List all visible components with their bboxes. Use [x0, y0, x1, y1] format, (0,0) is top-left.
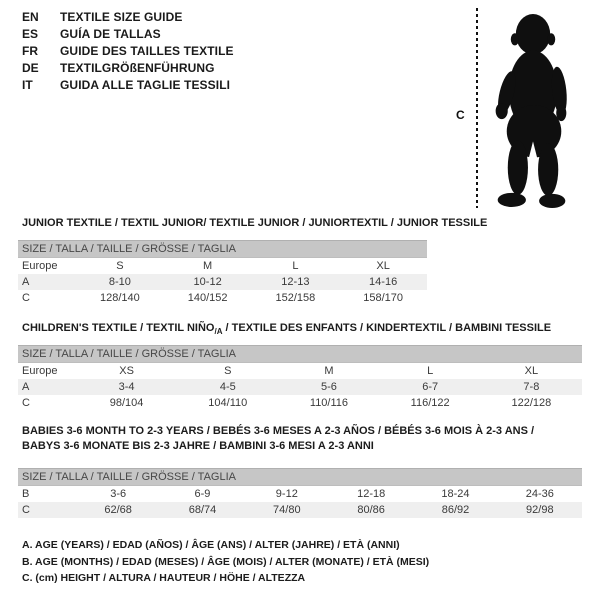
size-cell: 5-6: [278, 379, 380, 395]
table-row: C 128/140 140/152 152/158 158/170: [18, 290, 427, 306]
legend-notes: A. AGE (YEARS) / EDAD (AÑOS) / ÂGE (ANS)…: [22, 537, 429, 587]
language-title: TEXTILGRÖßENFÜHRUNG: [60, 61, 215, 75]
size-header-cell: SIZE / TALLA / TAILLE / GRÖSSE / TAGLIA: [18, 240, 427, 258]
row-label: C: [22, 292, 30, 304]
size-cell: 68/74: [160, 502, 245, 518]
size-cell: M: [203, 260, 213, 272]
height-measure-figure: C: [450, 6, 595, 212]
language-code: IT: [22, 78, 33, 92]
size-cell: 9-12: [275, 488, 298, 500]
size-cell: 3-4: [76, 379, 178, 395]
size-cell: 14-16: [339, 274, 427, 290]
baby-silhouette-icon: [495, 14, 567, 208]
size-cell: 18-24: [441, 488, 470, 500]
size-cell: 140/152: [187, 292, 228, 304]
note-height-cm: C. (cm) HEIGHT / ALTURA / HAUTEUR / HÖHE…: [22, 572, 306, 584]
size-cell: 98/104: [109, 397, 144, 409]
size-header-cell: SIZE / TALLA / TAILLE / GRÖSSE / TAGLIA: [18, 468, 582, 486]
size-cell: M: [324, 365, 334, 377]
size-cell: 6-7: [379, 379, 481, 395]
size-cell: 3-6: [110, 488, 127, 500]
children-heading-post: / TEXTILE DES ENFANTS / KINDERTEXTIL / B…: [222, 322, 552, 334]
height-measure-label: C: [456, 108, 465, 122]
language-title: TEXTILE SIZE GUIDE: [60, 10, 183, 24]
babies-size-table: SIZE / TALLA / TAILLE / GRÖSSE / TAGLIA …: [18, 468, 582, 518]
language-row-de: DE TEXTILGRÖßENFÜHRUNG: [22, 60, 234, 77]
size-header-cell: SIZE / TALLA / TAILLE / GRÖSSE / TAGLIA: [18, 345, 582, 363]
language-code: EN: [22, 10, 39, 24]
language-title: GUÍA DE TALLAS: [60, 27, 161, 41]
row-label: A: [18, 274, 76, 290]
language-code: FR: [22, 44, 38, 58]
size-cell: 24-36: [525, 488, 554, 500]
row-label: A: [18, 379, 76, 395]
language-row-es: ES GUÍA DE TALLAS: [22, 26, 234, 43]
language-title: GUIDA ALLE TAGLIE TESSILI: [60, 78, 231, 92]
babies-heading-line2: BABYS 3-6 MONATE BIS 2-3 JAHRE / BAMBINI…: [22, 440, 374, 452]
size-cell: S: [116, 260, 124, 272]
size-cell: XL: [376, 260, 390, 272]
junior-size-table: SIZE / TALLA / TAILLE / GRÖSSE / TAGLIA …: [18, 240, 427, 306]
size-cell: 116/122: [410, 397, 450, 409]
table-row: C 62/68 68/74 74/80 80/86 86/92 92/98: [18, 502, 582, 518]
size-cell: XL: [524, 365, 539, 377]
size-cell: 62/68: [76, 502, 161, 518]
table-row: C 98/104 104/110 110/116 116/122 122/128: [18, 395, 582, 411]
size-cell: 158/170: [363, 292, 403, 304]
table-row: A 8-10 10-12 12-13 14-16: [18, 274, 427, 290]
size-cell: 152/158: [275, 292, 316, 304]
size-cell: 110/116: [309, 397, 349, 409]
size-cell: 80/86: [328, 502, 414, 518]
children-size-table: SIZE / TALLA / TAILLE / GRÖSSE / TAGLIA …: [18, 345, 582, 411]
language-code: DE: [22, 61, 39, 75]
size-cell: XS: [119, 365, 134, 377]
language-code: ES: [22, 27, 39, 41]
size-cell: S: [224, 365, 232, 377]
table-header-row: SIZE / TALLA / TAILLE / GRÖSSE / TAGLIA: [18, 468, 582, 486]
size-cell: 128/140: [99, 292, 140, 304]
table-row: Europe S M L XL: [18, 258, 427, 275]
language-row-en: EN TEXTILE SIZE GUIDE: [22, 9, 234, 26]
size-cell: 6-9: [194, 488, 211, 500]
language-row-fr: FR GUIDE DES TAILLES TEXTILE: [22, 43, 234, 60]
children-heading-sub: /A: [214, 327, 223, 337]
size-cell: 10-12: [163, 274, 252, 290]
language-title-list: EN TEXTILE SIZE GUIDE ES GUÍA DE TALLAS …: [22, 9, 234, 94]
babies-section-heading: BABIES 3-6 MONTH TO 2-3 YEARS / BEBÉS 3-…: [22, 424, 534, 454]
size-cell: 12-13: [251, 274, 340, 290]
language-title: GUIDE DES TAILLES TEXTILE: [60, 44, 234, 58]
size-cell: 122/128: [511, 397, 552, 409]
language-row-it: IT GUIDA ALLE TAGLIE TESSILI: [22, 77, 234, 94]
row-label: Europe: [22, 260, 58, 272]
size-cell: 4-5: [177, 379, 279, 395]
size-cell: 86/92: [413, 502, 498, 518]
size-cell: 8-10: [76, 274, 164, 290]
junior-section-heading: JUNIOR TEXTILE / TEXTIL JUNIOR/ TEXTILE …: [22, 217, 488, 229]
note-age-years: A. AGE (YEARS) / EDAD (AÑOS) / ÂGE (ANS)…: [22, 539, 400, 551]
note-age-months: B. AGE (MONTHS) / EDAD (MESES) / ÂGE (MO…: [22, 555, 430, 568]
size-cell: L: [292, 260, 299, 272]
row-label: C: [22, 397, 30, 409]
children-heading-pre: CHILDREN'S TEXTILE / TEXTIL NIÑO: [22, 322, 215, 334]
row-label: C: [18, 502, 76, 518]
row-label: B: [22, 488, 30, 500]
size-cell: 74/80: [244, 502, 329, 518]
children-section-heading: CHILDREN'S TEXTILE / TEXTIL NIÑO/A / TEX…: [22, 321, 551, 339]
size-cell: 104/110: [208, 397, 248, 409]
table-row: A 3-4 4-5 5-6 6-7 7-8: [18, 379, 582, 395]
size-cell: 92/98: [497, 502, 582, 518]
table-header-row: SIZE / TALLA / TAILLE / GRÖSSE / TAGLIA: [18, 240, 427, 258]
size-cell: 7-8: [480, 379, 582, 395]
babies-heading-line1: BABIES 3-6 MONTH TO 2-3 YEARS / BEBÉS 3-…: [22, 425, 535, 437]
size-cell: L: [427, 365, 434, 377]
table-row: B 3-6 6-9 9-12 12-18 18-24 24-36: [18, 486, 582, 503]
table-header-row: SIZE / TALLA / TAILLE / GRÖSSE / TAGLIA: [18, 345, 582, 363]
height-dashed-line: [476, 8, 478, 208]
size-cell: 12-18: [357, 488, 386, 500]
table-row: Europe XS S M L XL: [18, 363, 582, 380]
row-label: Europe: [22, 365, 58, 377]
